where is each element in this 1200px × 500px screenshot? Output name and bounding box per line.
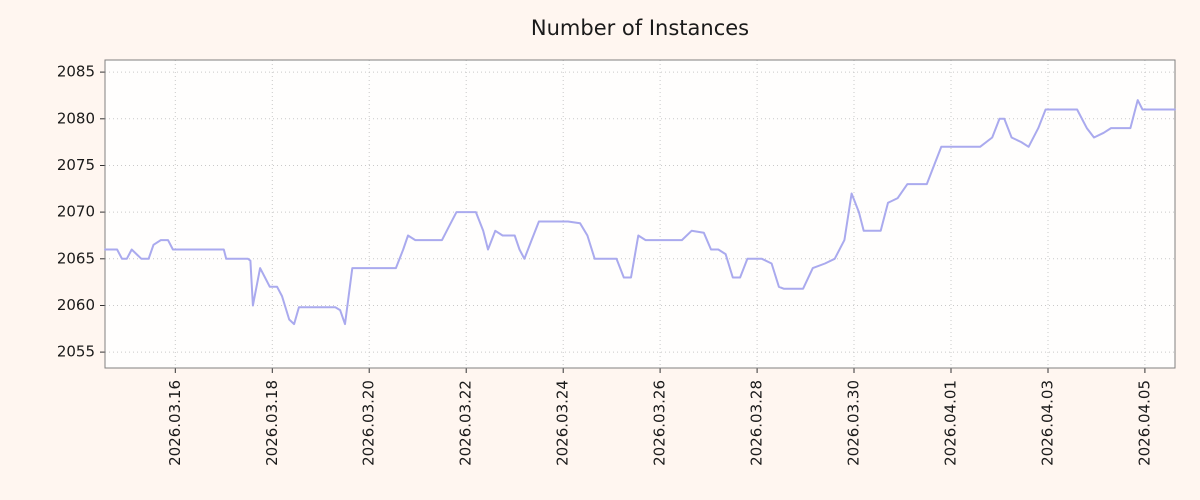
x-tick-label: 2026.04.03 [1039,380,1057,466]
x-tick-label: 2026.04.05 [1135,380,1153,466]
x-tick-label: 2026.04.01 [942,380,960,466]
plot-border [104,59,1176,369]
y-tick-label: 2085 [57,63,95,81]
y-tick-label: 2065 [57,249,95,267]
x-tick-label: 2026.03.28 [748,380,766,466]
y-tick-label: 2080 [57,109,95,127]
y-tick-label: 2070 [57,203,95,221]
data-line-instances [104,99,1176,326]
plot-area [105,60,1175,368]
y-tick-label: 2060 [57,296,95,314]
y-tick-label: 2055 [57,343,95,361]
x-tick-label: 2026.03.22 [457,380,475,466]
x-tick-label: 2026.03.18 [263,380,281,466]
x-tick-label: 2026.03.16 [166,380,184,466]
x-tick-label: 2026.03.24 [554,380,572,466]
x-tick-label: 2026.03.30 [845,380,863,466]
x-tick-label: 2026.03.26 [651,380,669,466]
chart-title: Number of Instances [530,16,750,40]
x-tick-label: 2026.03.20 [360,380,378,466]
y-tick-label: 2075 [57,156,95,174]
